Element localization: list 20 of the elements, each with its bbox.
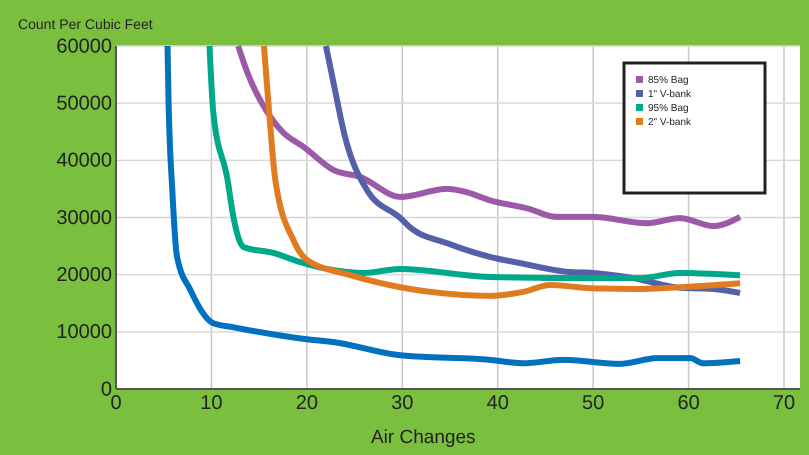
x-tick-label: 70 xyxy=(772,392,796,414)
y-tick-label: 50000 xyxy=(56,92,112,115)
x-axis-title: Air Changes xyxy=(371,427,476,448)
legend-label: 1" V-bank xyxy=(648,89,692,100)
y-tick-label: 10000 xyxy=(56,321,112,344)
legend-label: 95% Bag xyxy=(648,103,689,114)
x-tick-label: 30 xyxy=(391,392,414,414)
x-tick-label: 60 xyxy=(677,392,700,414)
legend-label: 2" V-bank xyxy=(648,117,692,128)
y-tick-label: 30000 xyxy=(56,206,112,229)
y-tick-label: 20000 xyxy=(56,264,112,286)
y-axis-title: Count Per Cubic Feet xyxy=(18,16,153,32)
x-tick-label: 10 xyxy=(200,392,223,414)
y-tick-label: 60000 xyxy=(56,35,112,58)
x-tick-label: 20 xyxy=(296,392,318,414)
y-tick-label: 40000 xyxy=(56,150,112,172)
legend-label: 85% Bag xyxy=(648,75,689,86)
y-tick-label: 0 xyxy=(100,378,112,400)
x-tick-label: 40 xyxy=(486,392,509,414)
x-tick-label: 50 xyxy=(582,392,604,414)
